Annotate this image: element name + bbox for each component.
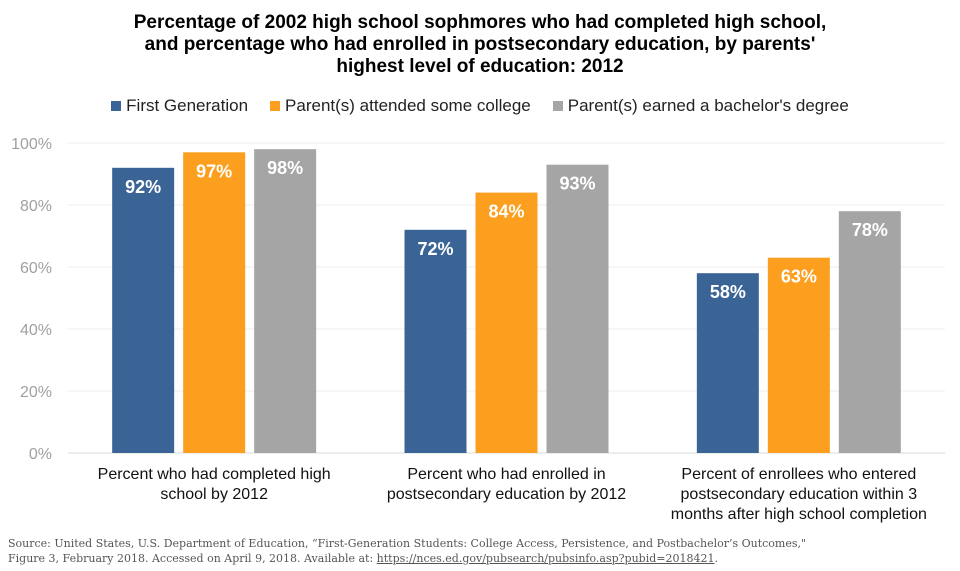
chart-title: Percentage of 2002 high school sophmores…: [0, 12, 960, 78]
legend-label: Parent(s) attended some college: [285, 96, 531, 115]
legend: First Generation Parent(s) attended some…: [0, 96, 960, 116]
title-line: and percentage who had enrolled in posts…: [144, 34, 816, 55]
y-tick-label: 60%: [20, 260, 52, 277]
x-category-label: postsecondary education within 3: [681, 486, 918, 503]
legend-item-some-college: Parent(s) attended some college: [270, 96, 531, 116]
y-tick-label: 100%: [11, 136, 52, 153]
data-label: 58%: [710, 282, 746, 302]
bar: [404, 229, 467, 453]
legend-swatch: [552, 101, 563, 111]
data-label: 72%: [417, 239, 453, 259]
x-category-label: Percent who had completed high: [98, 466, 331, 483]
source-note: Source: United States, U.S. Department o…: [8, 536, 806, 566]
x-category-label: school by 2012: [160, 486, 268, 503]
source-line-1: Source: United States, U.S. Department o…: [8, 537, 807, 550]
data-label: 84%: [488, 202, 524, 222]
y-tick-label: 20%: [20, 384, 52, 401]
y-tick-label: 40%: [20, 322, 52, 339]
data-label: 63%: [781, 267, 817, 287]
data-label: 93%: [559, 174, 595, 194]
legend-label: First Generation: [126, 96, 249, 115]
data-label: 92%: [125, 177, 161, 197]
bar: [838, 211, 901, 453]
bar: [475, 192, 538, 453]
data-label: 97%: [196, 161, 232, 181]
source-line-2: Figure 3, February 2018. Accessed on Apr…: [8, 551, 806, 566]
bar: [767, 257, 830, 453]
legend-swatch: [270, 101, 281, 111]
legend-item-first-generation: First Generation: [111, 96, 248, 116]
x-category-label: months after high school completion: [671, 506, 927, 523]
source-link[interactable]: https://nces.ed.gov/pubsearch/pubsinfo.a…: [376, 552, 715, 565]
data-label: 98%: [267, 158, 303, 178]
y-tick-label: 80%: [20, 198, 52, 215]
legend-item-bachelors: Parent(s) earned a bachelor's degree: [552, 96, 849, 116]
title-line: highest level of education: 2012: [336, 56, 624, 77]
legend-swatch: [111, 101, 122, 111]
bar: [546, 164, 609, 453]
source-text: .: [714, 552, 719, 565]
bar: [183, 152, 246, 454]
source-text: Figure 3, February 2018. Accessed on Apr…: [8, 552, 377, 565]
x-category-label: Percent who had enrolled in: [407, 466, 605, 483]
bar: [112, 167, 175, 454]
x-category-label: postsecondary education by 2012: [387, 486, 626, 503]
legend-label: Parent(s) earned a bachelor's degree: [567, 96, 849, 115]
title-line: Percentage of 2002 high school sophmores…: [133, 12, 827, 33]
bar: [696, 273, 759, 453]
x-category-label: Percent of enrollees who entered: [681, 466, 916, 483]
data-label: 78%: [852, 220, 888, 240]
bar: [254, 149, 317, 453]
y-tick-label: 0%: [29, 446, 52, 463]
